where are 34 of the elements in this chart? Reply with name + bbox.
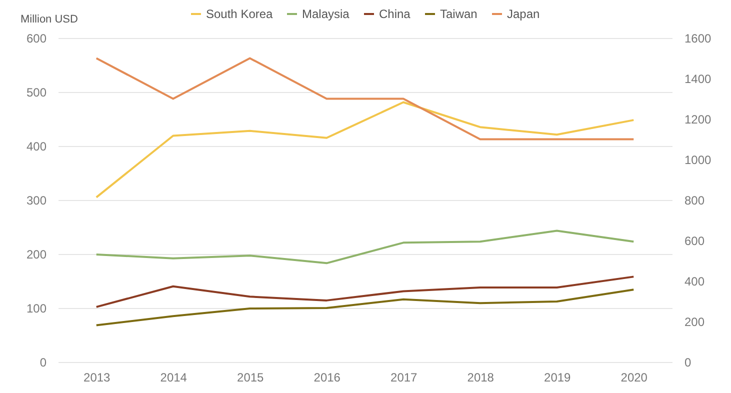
x-tick-label: 2013	[84, 370, 111, 384]
line-series	[95, 288, 635, 326]
legend-label: China	[379, 7, 411, 21]
y-tick-label: 0	[40, 356, 47, 370]
x-tick-label: 2019	[544, 370, 572, 384]
x-tick-label: 2020	[620, 370, 648, 384]
y-axis-title: Million USD	[20, 14, 78, 26]
y2-tick-label: 1600	[684, 32, 712, 46]
y2-tick-label: 0	[684, 356, 692, 370]
y2-tick-label: 1400	[684, 72, 712, 86]
y2-tick-label: 1000	[684, 153, 712, 167]
y-tick-label: 100	[26, 302, 47, 316]
y2-tick-label: 400	[684, 274, 705, 288]
line-series	[95, 230, 635, 264]
y2-tick-label: 800	[684, 194, 705, 208]
legend-label: Malaysia	[302, 7, 350, 21]
y2-tick-label: 200	[684, 315, 705, 329]
x-tick-label: 2018	[467, 370, 494, 384]
y-tick-label: 400	[26, 140, 47, 154]
y-tick-label: 300	[26, 194, 47, 208]
legend-label: South Korea	[206, 7, 274, 21]
y2-tick-label: 600	[684, 234, 705, 248]
y-tick-label: 500	[26, 86, 47, 100]
x-tick-label: 2015	[237, 370, 264, 384]
y2-tick-label: 1200	[684, 112, 712, 126]
y-tick-label: 200	[26, 248, 47, 262]
x-tick-label: 2017	[390, 370, 418, 384]
line-series	[95, 101, 635, 198]
x-tick-label: 2014	[160, 370, 188, 384]
line-series	[95, 276, 635, 308]
legend-label: Japan	[507, 7, 540, 21]
y-tick-label: 600	[26, 32, 47, 46]
legend-label: Taiwan	[440, 7, 478, 21]
x-tick-label: 2016	[314, 370, 341, 384]
